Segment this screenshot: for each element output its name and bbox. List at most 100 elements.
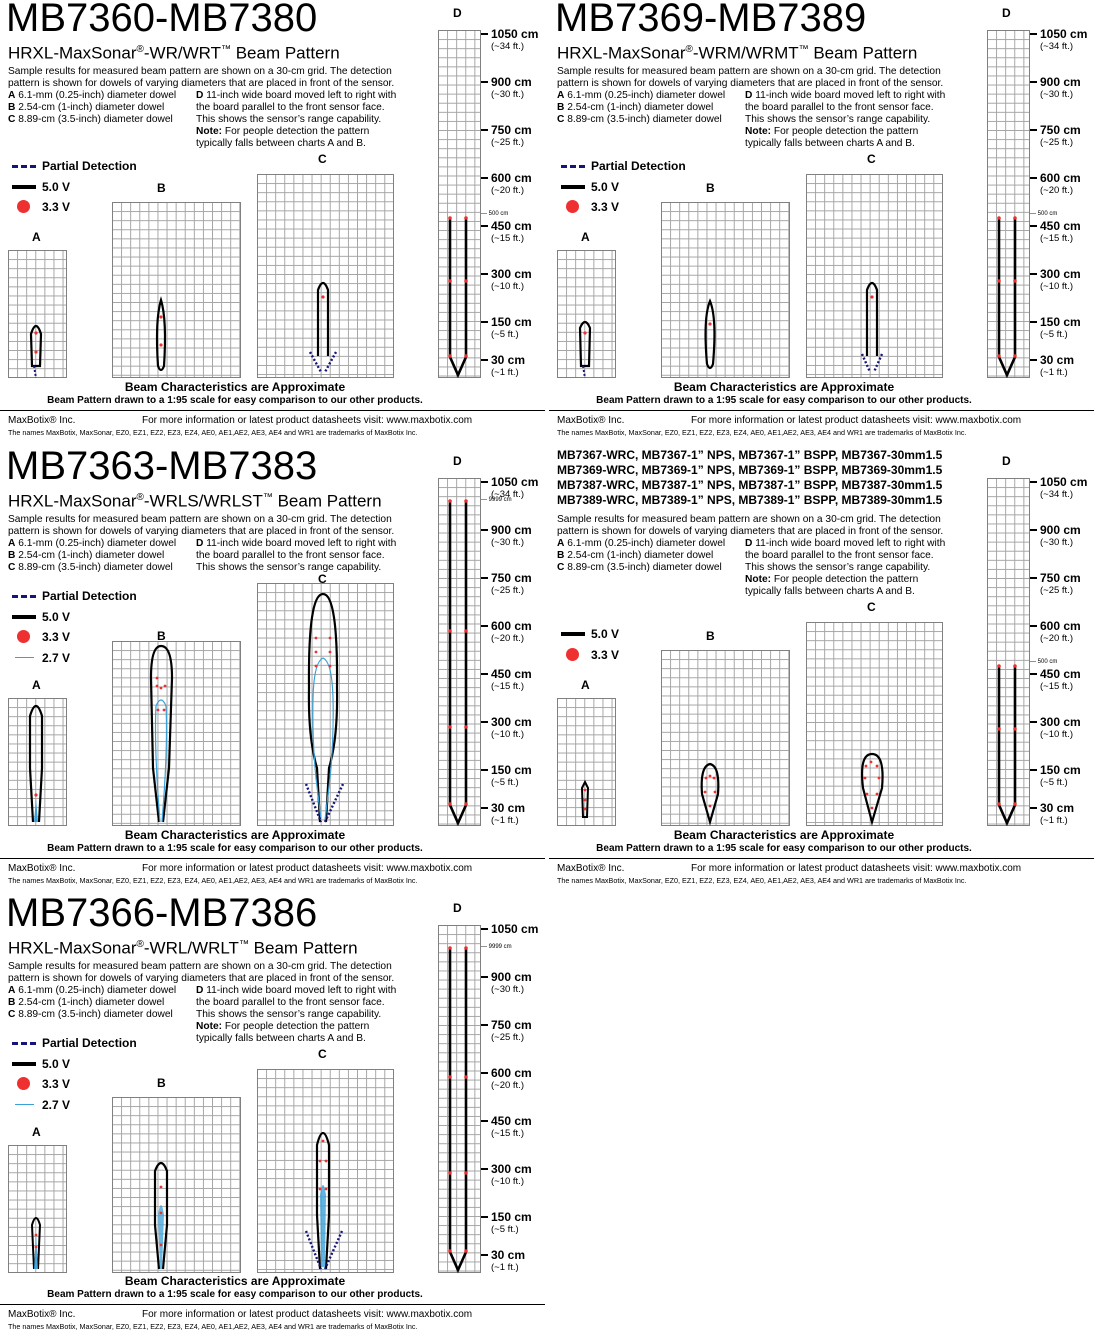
beam-pattern-panel-mb7369: MB7369-MB7389 HRXL-MaxSonar®-WRM/WRMT™ B… [549,0,1094,448]
chart-d-label: D [453,901,462,915]
chart-c-label: C [867,600,876,614]
range-label-500cm: — 500 cm [1030,211,1058,217]
panel-title-lines: MB7367-WRC, MB7367-1” NPS, MB7367-1” BSP… [557,448,943,507]
dowel-list: A 6.1-mm (0.25-inch) diameter dowel B 2.… [8,90,177,125]
scale-note: Beam Pattern drawn to a 1:95 scale for e… [47,395,423,406]
chart-b-label: B [157,629,166,643]
beam-shape-d [448,216,468,379]
grid-chart-b [661,650,790,826]
scale-note: Beam Pattern drawn to a 1:95 scale for e… [596,843,972,854]
chart-d-label: D [453,454,462,468]
scale-note: Beam Pattern drawn to a 1:95 scale for e… [47,1289,423,1300]
divider [0,410,545,411]
beam-shape-a [28,704,44,823]
footer: MaxBotix® Inc. For more information or la… [8,863,473,874]
grid-chart-d [987,478,1030,826]
chart-d-label: D [1002,454,1011,468]
grid-chart-d [438,478,481,826]
range-label-500cm: — 500 cm [481,211,509,217]
chart-b-label: B [157,1076,166,1090]
grid-chart-d [438,30,481,378]
trademark-note: The names MaxBotix, MaxSonar, EZ0, EZ1, … [557,428,967,437]
grid-chart-c [257,583,394,826]
5v-swatch [561,181,587,193]
chart-d-label: D [453,6,462,20]
description: Sample results for measured beam pattern… [8,66,395,89]
dowel-list: A 6.1-mm (0.25-inch) diameter dowel B 2.… [8,538,177,573]
5v-swatch [12,181,38,193]
grid-chart-b [112,641,241,826]
grid-chart-c [806,174,943,378]
beam-shape-c [304,1131,344,1270]
grid-chart-b [661,202,790,378]
chart-a-label: A [581,230,590,244]
beam-shape-b [153,1161,169,1270]
trademark-note: The names MaxBotix, MaxSonar, EZ0, EZ1, … [8,876,418,885]
grid-chart-c [257,174,394,378]
chart-b-label: B [157,181,166,195]
board-note: D 11-inch wide board moved left to right… [745,538,946,597]
beam-shape-d [997,216,1017,379]
legend: Partial Detection 5.0 V 3.3 V [561,156,686,218]
trademark-note: The names MaxBotix, MaxSonar, EZ0, EZ1, … [8,1322,418,1331]
chart-c-label: C [318,152,327,166]
grid-chart-b [112,1097,241,1273]
beam-shape-d [448,946,468,1274]
partial-detection-swatch [12,160,38,172]
chart-b-label: B [706,629,715,643]
divider [0,1304,545,1305]
grid-chart-a [557,250,616,378]
footer: MaxBotix® Inc. For more information or la… [8,1309,473,1320]
beam-shape-b [155,296,167,372]
beam-pattern-panel-mb7360: MB7360-MB7380 HRXL-MaxSonar®-WR/WRT™ Bea… [0,0,545,448]
chart-a-label: A [581,678,590,692]
3v3-swatch [12,1077,38,1091]
beam-shape-a [29,324,43,379]
partial-detection-swatch [561,160,587,172]
beam-shape-c [308,281,338,373]
chart-d-label: D [1002,6,1011,20]
chart-b-label: B [706,181,715,195]
3v3-swatch [12,200,38,214]
chart-a-label: A [32,678,41,692]
trademark-note: The names MaxBotix, MaxSonar, EZ0, EZ1, … [557,876,967,885]
beam-pattern-panel-mb7366: MB7366-MB7386 HRXL-MaxSonar®-WRL/WRLT™ B… [0,891,545,1343]
divider [549,410,1094,411]
description: Sample results for measured beam pattern… [8,514,395,537]
range-label-500cm: — 500 cm [1030,659,1058,665]
grid-chart-d [438,925,481,1273]
scale-note: Beam Pattern drawn to a 1:95 scale for e… [47,843,423,854]
legend: Partial Detection 5.0 V 3.3 V 2.7 V [12,1033,137,1115]
beam-characteristics-note: Beam Characteristics are Approximate [124,1274,346,1288]
grid-chart-a [8,1145,67,1273]
beam-shape-c [860,281,884,373]
beam-shape-a [30,1217,42,1270]
beam-pattern-panel-wrc: MB7367-WRC, MB7367-1” NPS, MB7367-1” BSP… [549,448,1094,896]
3v3-swatch [12,630,38,644]
range-label-9999cm: — 9999 cm [481,944,512,950]
5v-swatch [561,628,587,640]
legend: Partial Detection 5.0 V 3.3 V [12,156,137,218]
divider [549,858,1094,859]
beam-shape-b [149,644,174,823]
chart-a-label: A [32,230,41,244]
panel-title: MB7360-MB7380 [6,0,318,40]
trademark-note: The names MaxBotix, MaxSonar, EZ0, EZ1, … [8,428,418,437]
beam-shape-b [700,762,720,827]
board-note: D 11-inch wide board moved left to right… [196,985,397,1044]
chart-c-label: C [318,572,327,586]
legend: Partial Detection 5.0 V 3.3 V 2.7 V [12,586,137,668]
dowel-list: A 6.1-mm (0.25-inch) diameter dowel B 2.… [557,90,726,125]
chart-a-label: A [32,1125,41,1139]
beam-characteristics-note: Beam Characteristics are Approximate [124,828,346,842]
beam-characteristics-note: Beam Characteristics are Approximate [673,380,895,394]
grid-chart-c [806,622,943,826]
beam-shape-a [578,320,592,379]
beam-shape-c [304,592,345,823]
board-note: D 11-inch wide board moved left to right… [196,90,397,149]
legend: 5.0 V 3.3 V [561,624,619,665]
footer: MaxBotix® Inc. For more information or la… [8,415,473,426]
beam-shape-b [704,298,716,370]
range-label-9999cm: — 9999 cm [481,497,512,503]
panel-subtitle: HRXL-MaxSonar®-WRLS/WRLST™ Beam Pattern [8,491,382,511]
